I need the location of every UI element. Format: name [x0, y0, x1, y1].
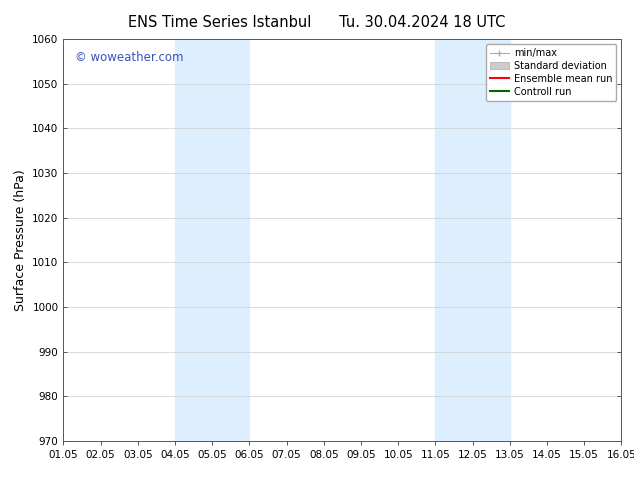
Text: © woweather.com: © woweather.com [75, 51, 183, 64]
Text: ENS Time Series Istanbul      Tu. 30.04.2024 18 UTC: ENS Time Series Istanbul Tu. 30.04.2024 … [128, 15, 506, 30]
Legend: min/max, Standard deviation, Ensemble mean run, Controll run: min/max, Standard deviation, Ensemble me… [486, 44, 616, 100]
Bar [175, 39, 249, 441]
Y-axis label: Surface Pressure (hPa): Surface Pressure (hPa) [14, 169, 27, 311]
Bar [436, 39, 510, 441]
